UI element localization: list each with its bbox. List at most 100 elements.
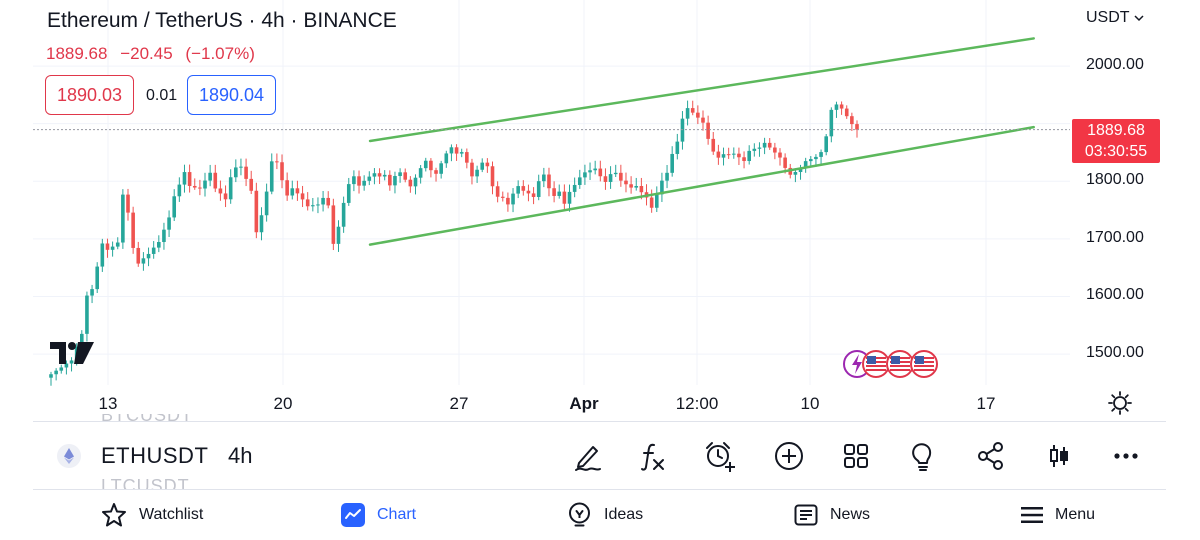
candle-97 xyxy=(547,167,551,197)
candle-25 xyxy=(177,177,182,202)
candle-11 xyxy=(105,238,110,258)
prev-symbol-ghost[interactable]: BTCUSDT xyxy=(101,414,193,425)
buy-price-button[interactable]: 1890.04 xyxy=(187,75,276,115)
candle-21 xyxy=(157,235,161,253)
candle-98 xyxy=(552,181,556,203)
pencil-icon[interactable] xyxy=(571,439,605,473)
time-label-6: 17 xyxy=(976,394,996,413)
candle-31 xyxy=(208,164,212,187)
tradingview-logo-icon[interactable] xyxy=(50,340,96,366)
price-label-4: 1500.00 xyxy=(1086,344,1144,362)
sell-price-button[interactable]: 1890.03 xyxy=(45,75,134,115)
candle-138 xyxy=(757,142,762,157)
bottom-nav[interactable]: Watchlist Chart Ideas News Me xyxy=(0,490,1200,540)
candle-112 xyxy=(624,172,628,193)
candle-10 xyxy=(100,238,105,272)
candle-71 xyxy=(413,174,418,195)
candle-89 xyxy=(506,192,510,212)
lightbulb-icon[interactable] xyxy=(906,439,940,473)
nav-chart[interactable]: Chart xyxy=(341,490,416,540)
nav-ideas[interactable]: Ideas xyxy=(567,490,643,540)
candle-104 xyxy=(583,164,587,185)
last-price-value: 1889.68 xyxy=(46,44,108,63)
nav-ideas-label: Ideas xyxy=(604,506,644,523)
chart-area[interactable]: Ethereum / TetherUS · 4h · BINANCE 1889.… xyxy=(0,0,1200,420)
candle-76 xyxy=(439,160,443,179)
candle-70 xyxy=(408,176,413,193)
candle-9 xyxy=(95,262,100,293)
candle-49 xyxy=(300,185,305,208)
candle-139 xyxy=(762,137,767,155)
candle-147 xyxy=(803,157,808,173)
next-symbol-ghost[interactable]: LTCUSDT xyxy=(101,477,190,489)
last-price-label: 1889.68 03:30:55 xyxy=(1072,118,1160,163)
time-label-0: 13 xyxy=(98,394,118,413)
more-icon[interactable] xyxy=(1109,439,1143,473)
candle-142 xyxy=(778,148,782,166)
chart-settings-icon[interactable] xyxy=(1107,390,1133,416)
candle-14 xyxy=(121,189,125,249)
candle-107 xyxy=(598,160,603,182)
add-circle-icon[interactable] xyxy=(772,439,806,473)
nav-news[interactable]: News xyxy=(794,490,870,540)
candle-121 xyxy=(670,146,674,177)
candle-7 xyxy=(85,291,89,342)
alarm-add-icon[interactable] xyxy=(703,439,737,473)
candle-33 xyxy=(218,180,223,201)
candle-124 xyxy=(685,100,690,126)
grid-icon[interactable] xyxy=(839,439,873,473)
share-icon[interactable] xyxy=(974,439,1008,473)
candle-114 xyxy=(634,177,639,191)
candle-131 xyxy=(721,147,726,166)
nav-menu[interactable]: Menu xyxy=(1021,490,1095,540)
divider-top xyxy=(33,421,1166,422)
economic-events-icons[interactable] xyxy=(842,347,942,381)
candle-94 xyxy=(531,187,536,205)
candle-8 xyxy=(90,284,94,304)
symbol-name[interactable]: ETHUSDT xyxy=(101,443,209,468)
candle-106 xyxy=(593,160,597,175)
candle-16 xyxy=(131,206,135,254)
candle-50 xyxy=(305,192,310,211)
candle-57 xyxy=(341,196,346,233)
candles-icon[interactable] xyxy=(1042,439,1076,473)
timeframe-button[interactable]: 4h xyxy=(228,443,253,468)
time-label-2: 27 xyxy=(449,394,469,413)
candle-128 xyxy=(706,115,710,145)
candle-13 xyxy=(115,237,120,250)
candle-96 xyxy=(542,167,546,188)
change-value: −20.45 xyxy=(120,44,173,63)
candle-37 xyxy=(239,158,243,176)
candle-30 xyxy=(203,172,207,197)
candle-95 xyxy=(536,174,541,201)
formula-icon[interactable] xyxy=(636,439,670,473)
candle-74 xyxy=(429,158,433,178)
candle-77 xyxy=(444,150,449,168)
divider-bottom xyxy=(33,489,1166,490)
currency-selector[interactable]: USDT xyxy=(1086,9,1144,27)
candle-38 xyxy=(244,158,248,187)
channel-lower xyxy=(368,125,1035,246)
nav-chart-label: Chart xyxy=(377,506,417,523)
price-chart[interactable] xyxy=(0,0,1200,420)
bar-countdown: 03:30:55 xyxy=(1084,142,1148,160)
time-label-1: 20 xyxy=(273,394,293,413)
candle-12 xyxy=(110,241,115,257)
nav-watchlist[interactable]: Watchlist xyxy=(101,490,203,540)
candle-61 xyxy=(362,175,366,191)
channel-lines[interactable] xyxy=(368,37,1035,246)
candle-151 xyxy=(824,134,828,156)
ethereum-icon xyxy=(57,444,81,468)
candle-134 xyxy=(737,147,741,166)
star-icon xyxy=(102,503,126,527)
candle-101 xyxy=(567,184,572,212)
candle-126 xyxy=(696,105,700,125)
candle-154 xyxy=(839,101,844,115)
candle-58 xyxy=(346,177,351,206)
candle-85 xyxy=(485,158,490,173)
symbol-bar[interactable]: BTCUSDT ETHUSDT 4h LTCUSDT xyxy=(0,414,1200,489)
candle-22 xyxy=(162,222,166,250)
candle-84 xyxy=(480,158,485,173)
nav-menu-label: Menu xyxy=(1055,506,1096,523)
quote-line: 1889.68 −20.45 (−1.07%) xyxy=(46,44,263,64)
